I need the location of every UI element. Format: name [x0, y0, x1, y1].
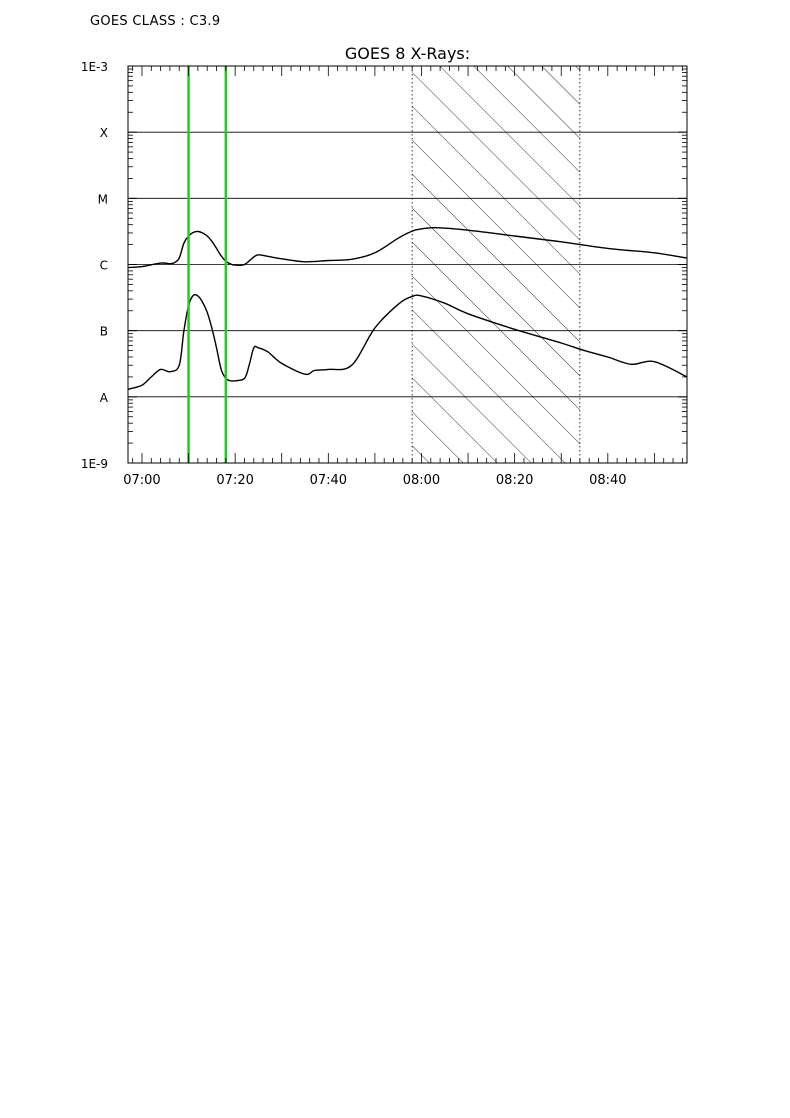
- y-tick-label: C: [100, 259, 108, 273]
- y-tick-label: 1E-9: [81, 457, 108, 471]
- y-tick-label: 1E-3: [81, 60, 108, 74]
- series-line-1: [128, 226, 687, 269]
- x-tick-label: 08:40: [589, 473, 626, 488]
- y-tick-label: M: [98, 192, 108, 206]
- x-tick-label: 07:40: [310, 473, 347, 488]
- y-tick-label: A: [100, 391, 109, 405]
- y-tick-label: B: [100, 325, 108, 339]
- x-tick-label: 08:20: [496, 473, 533, 488]
- y-tick-label: X: [100, 126, 108, 140]
- series-line-2: [128, 293, 687, 390]
- x-tick-label: 07:20: [216, 473, 253, 488]
- goes-class-label: GOES CLASS : C3.9: [90, 14, 221, 29]
- chart-title: GOES 8 X-Rays:: [345, 44, 470, 63]
- x-tick-label: 08:00: [403, 473, 440, 488]
- x-tick-label: 07:00: [123, 473, 160, 488]
